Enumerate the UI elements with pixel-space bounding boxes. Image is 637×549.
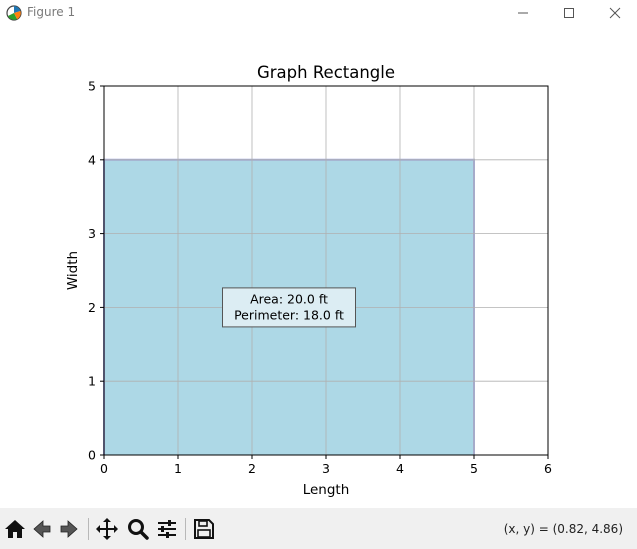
home-button[interactable] — [3, 517, 27, 541]
x-tick-label: 2 — [248, 461, 256, 476]
toolbar-separator — [88, 518, 89, 540]
y-tick-label: 5 — [88, 79, 96, 94]
x-tick-label: 6 — [544, 461, 552, 476]
minimize-button[interactable] — [500, 0, 546, 26]
chart-plot: 0 1 2 3 4 5 6 0 1 2 3 4 5 Graph Rectangle Length Wid… — [65, 63, 552, 498]
y-tick-label: 2 — [88, 300, 96, 315]
title-bar: Figure 1 — [0, 0, 637, 26]
pan-icon — [96, 518, 118, 540]
navigation-toolbar: (x, y) = (0.82, 4.86) — [0, 508, 637, 549]
configure-subplots-button[interactable] — [155, 517, 179, 541]
figure-canvas[interactable]: 0 1 2 3 4 5 6 0 1 2 3 4 5 Graph Rectangle Length Wid… — [0, 26, 637, 508]
axis-ticks: 0 1 2 3 4 5 6 0 1 2 3 4 5 — [88, 79, 552, 477]
app-icon — [6, 5, 22, 21]
window-title: Figure 1 — [27, 5, 76, 19]
x-tick-label: 3 — [322, 461, 330, 476]
maximize-icon — [564, 8, 574, 18]
toolbar-separator — [185, 518, 186, 540]
grid-lines — [103, 85, 549, 456]
chart-title: Graph Rectangle — [257, 63, 395, 82]
home-icon — [5, 520, 25, 538]
y-tick-label: 1 — [88, 374, 96, 389]
x-axis-label: Length — [303, 482, 350, 498]
back-icon — [33, 520, 51, 538]
minimize-icon — [518, 12, 528, 14]
pan-button[interactable] — [95, 517, 119, 541]
save-button[interactable] — [192, 517, 216, 541]
annotation-frame — [222, 287, 356, 328]
close-button[interactable] — [592, 0, 637, 26]
annotation-text: Perimeter: 18.0 ft — [234, 307, 344, 322]
annotation-text: Area: 20.0 ft — [250, 291, 328, 306]
x-tick-label: 4 — [396, 461, 404, 476]
maximize-button[interactable] — [546, 0, 592, 26]
y-tick-label: 3 — [88, 226, 96, 241]
y-axis-label: Width — [65, 251, 81, 290]
close-icon — [609, 7, 621, 19]
forward-button[interactable] — [57, 517, 81, 541]
x-tick-label: 1 — [174, 461, 182, 476]
cursor-coordinates: (x, y) = (0.82, 4.86) — [503, 522, 623, 536]
back-button[interactable] — [30, 517, 54, 541]
x-tick-label: 0 — [100, 461, 108, 476]
zoom-icon — [128, 519, 149, 540]
y-tick-label: 0 — [88, 448, 96, 463]
zoom-button[interactable] — [126, 517, 150, 541]
configure-subplots-icon — [158, 520, 176, 538]
x-tick-label: 5 — [470, 461, 478, 476]
y-tick-label: 4 — [88, 152, 96, 167]
save-icon — [194, 519, 214, 539]
forward-icon — [60, 520, 78, 538]
